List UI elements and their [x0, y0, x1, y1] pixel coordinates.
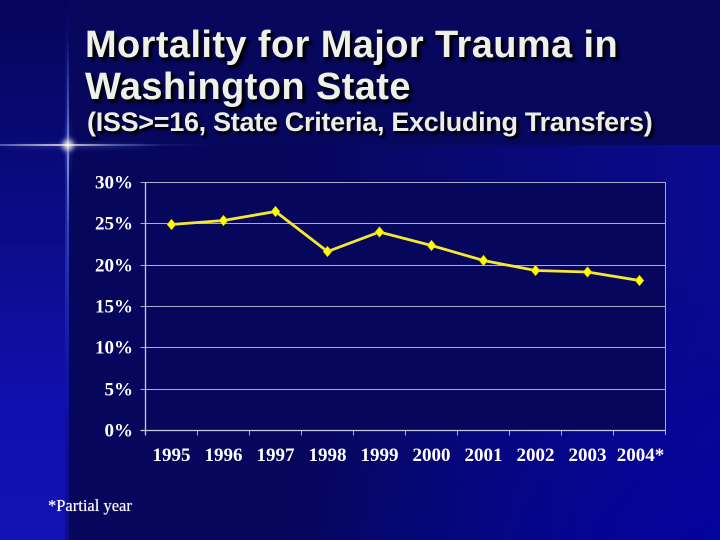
svg-text:1998: 1998	[309, 445, 347, 466]
svg-text:1996: 1996	[205, 445, 243, 466]
svg-text:2001: 2001	[465, 445, 503, 466]
svg-text:30%: 30%	[95, 173, 133, 194]
svg-text:2004*: 2004*	[617, 445, 665, 466]
svg-text:2003: 2003	[569, 445, 607, 466]
svg-text:5%: 5%	[105, 380, 134, 401]
svg-text:1995: 1995	[153, 445, 191, 466]
svg-text:20%: 20%	[95, 256, 133, 277]
svg-text:0%: 0%	[105, 421, 134, 442]
svg-text:25%: 25%	[95, 214, 133, 235]
svg-text:10%: 10%	[95, 338, 133, 359]
svg-text:15%: 15%	[95, 297, 133, 318]
svg-text:1999: 1999	[361, 445, 399, 466]
svg-text:2002: 2002	[517, 445, 555, 466]
svg-text:2000: 2000	[413, 445, 451, 466]
svg-text:1997: 1997	[257, 445, 296, 466]
